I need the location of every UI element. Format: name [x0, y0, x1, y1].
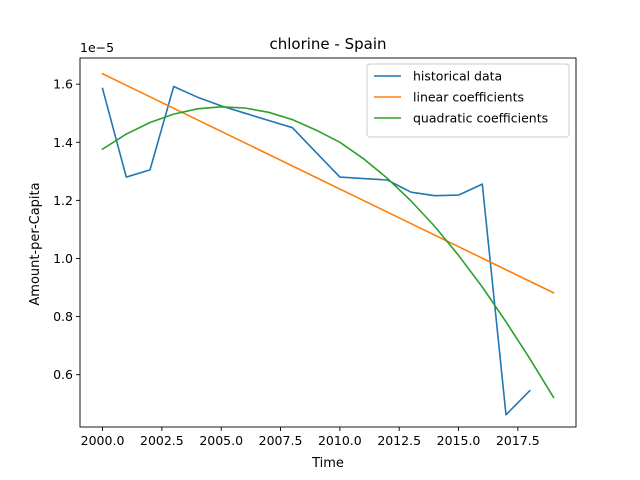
y-tick-label: 0.8: [53, 309, 73, 324]
series-line-2: [101, 106, 555, 399]
x-tick-label: 2012.5: [377, 433, 421, 448]
x-tick-label: 2000.0: [81, 433, 125, 448]
y-tick-label: 1.2: [53, 193, 73, 208]
legend-label: quadratic coefficients: [413, 111, 548, 126]
series-line-1: [101, 72, 555, 294]
y-tick-label: 1.4: [53, 135, 73, 150]
legend-label: historical data: [413, 69, 502, 84]
legend-box: [366, 63, 570, 138]
x-tick-label: 2015.0: [437, 433, 481, 448]
y-tick-label: 1.0: [53, 251, 73, 266]
x-tick-label: 2017.5: [496, 433, 540, 448]
x-tick-label: 2002.5: [140, 433, 184, 448]
x-tick-label: 2007.5: [259, 433, 303, 448]
x-axis-label: Time: [311, 456, 344, 471]
legend: historical data linear coefficients quadra…: [366, 63, 570, 138]
y-offset-label: 1e−5: [80, 40, 114, 55]
y-axis-label: Amount-per-Capita: [28, 182, 43, 305]
x-axis-ticks: 2000.0 2002.5 2005.0 2007.5 2010.0 2012.5 2015…: [81, 427, 540, 448]
x-tick-label: 2005.0: [199, 433, 243, 448]
axes: [79, 57, 577, 428]
chart-title: chlorine - Spain: [269, 35, 386, 53]
y-axis-ticks: 0.6 0.8 1.0 1.2 1.4 1.6: [53, 77, 80, 382]
series-lines: [101, 72, 555, 416]
series-line-0: [101, 85, 531, 416]
y-tick-label: 0.6: [53, 367, 73, 382]
plot-frame: [79, 57, 577, 428]
legend-label: linear coefficients: [413, 90, 524, 105]
y-tick-label: 1.6: [53, 77, 73, 92]
x-tick-label: 2010.0: [318, 433, 362, 448]
